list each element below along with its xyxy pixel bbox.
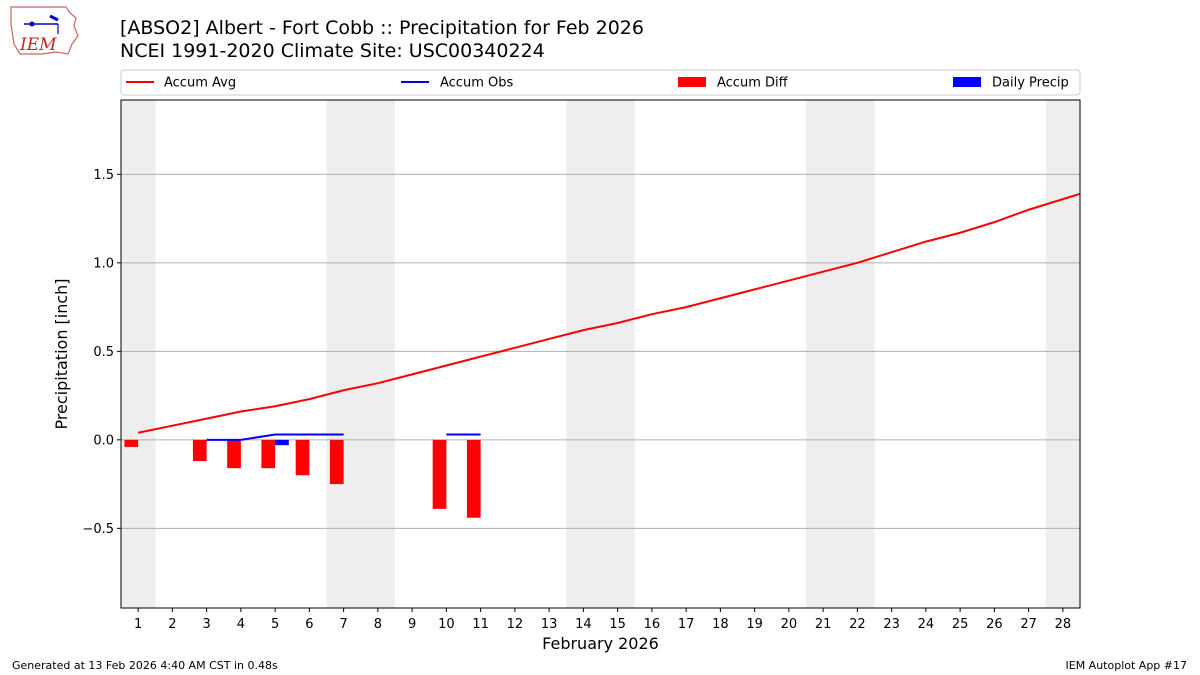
x-tick-label: 19 bbox=[746, 617, 763, 632]
x-tick-label: 13 bbox=[541, 617, 558, 632]
iem-logo: IEM bbox=[6, 4, 82, 60]
y-tick-label: 0.5 bbox=[93, 345, 114, 360]
legend-label-diff: Accum Diff bbox=[717, 76, 789, 91]
legend-label-obs: Accum Obs bbox=[440, 76, 513, 91]
legend-swatch-diff bbox=[678, 77, 706, 87]
y-axis-label: Precipitation [inch] bbox=[52, 278, 71, 429]
x-tick-label: 23 bbox=[883, 617, 900, 632]
accum-diff-bar bbox=[295, 439, 310, 476]
x-tick-label: 6 bbox=[305, 617, 313, 632]
x-tick-label: 12 bbox=[507, 617, 524, 632]
x-tick-label: 26 bbox=[986, 617, 1003, 632]
accum-diff-bar bbox=[466, 439, 481, 518]
x-tick-label: 15 bbox=[609, 617, 626, 632]
accum-diff-bar bbox=[227, 439, 241, 469]
x-tick-label: 9 bbox=[408, 617, 416, 632]
accum-avg-line bbox=[137, 192, 1080, 434]
accum-diff-bar bbox=[432, 439, 447, 509]
y-tick-label: 1.0 bbox=[93, 256, 114, 271]
x-tick-label: 25 bbox=[952, 617, 969, 632]
x-tick-label: 22 bbox=[849, 617, 866, 632]
x-tick-label: 24 bbox=[918, 617, 935, 632]
legend-box bbox=[120, 69, 1081, 96]
x-tick-label: 2 bbox=[168, 617, 176, 632]
accum-diff-bar bbox=[124, 439, 139, 447]
x-tick-label: 4 bbox=[237, 617, 245, 632]
y-tick-label: 0.0 bbox=[93, 433, 114, 448]
weekend-band-2 bbox=[566, 100, 635, 608]
x-tick-label: 5 bbox=[271, 617, 279, 632]
app-footer: IEM Autoplot App #17 bbox=[1065, 659, 1188, 672]
x-tick-label: 28 bbox=[1055, 617, 1072, 632]
x-tick-label: 8 bbox=[374, 617, 382, 632]
weekend-band-1 bbox=[326, 100, 395, 608]
chart-subtitle: NCEI 1991-2020 Climate Site: USC00340224 bbox=[120, 40, 545, 62]
x-tick-label: 18 bbox=[712, 617, 729, 632]
accum-diff-bar bbox=[329, 439, 344, 485]
x-tick-label: 1 bbox=[134, 617, 142, 632]
x-tick-label: 3 bbox=[202, 617, 210, 632]
logo-text: IEM bbox=[19, 35, 57, 55]
accum-diff-bar bbox=[261, 439, 276, 469]
plot-frame bbox=[120, 99, 1081, 609]
weekend-band-4 bbox=[1045, 100, 1080, 608]
x-tick-label: 10 bbox=[438, 617, 455, 632]
x-tick-label: 27 bbox=[1020, 617, 1037, 632]
weekend-band-3 bbox=[806, 100, 875, 608]
x-tick-label: 17 bbox=[678, 617, 695, 632]
x-tick-label: 11 bbox=[472, 617, 489, 632]
y-tick-label: 1.5 bbox=[93, 168, 114, 183]
legend-label-daily: Daily Precip bbox=[992, 76, 1069, 91]
x-tick-label: 21 bbox=[815, 617, 832, 632]
x-tick-label: 16 bbox=[644, 617, 661, 632]
legend-swatch-daily bbox=[953, 77, 981, 87]
accum-obs-line bbox=[206, 433, 344, 441]
x-tick-label: 14 bbox=[575, 617, 592, 632]
x-tick-label: 20 bbox=[781, 617, 798, 632]
generated-footer: Generated at 13 Feb 2026 4:40 AM CST in … bbox=[12, 659, 278, 672]
chart-title: [ABSO2] Albert - Fort Cobb :: Precipitat… bbox=[120, 17, 644, 39]
x-axis-label: February 2026 bbox=[542, 634, 659, 653]
daily-precip-bar bbox=[275, 439, 289, 446]
y-tick-label: −0.5 bbox=[82, 522, 114, 537]
x-tick-label: 7 bbox=[339, 617, 347, 632]
weekend-band-0 bbox=[121, 100, 156, 608]
accum-diff-bar bbox=[192, 439, 207, 462]
legend-label-avg: Accum Avg bbox=[164, 76, 236, 91]
